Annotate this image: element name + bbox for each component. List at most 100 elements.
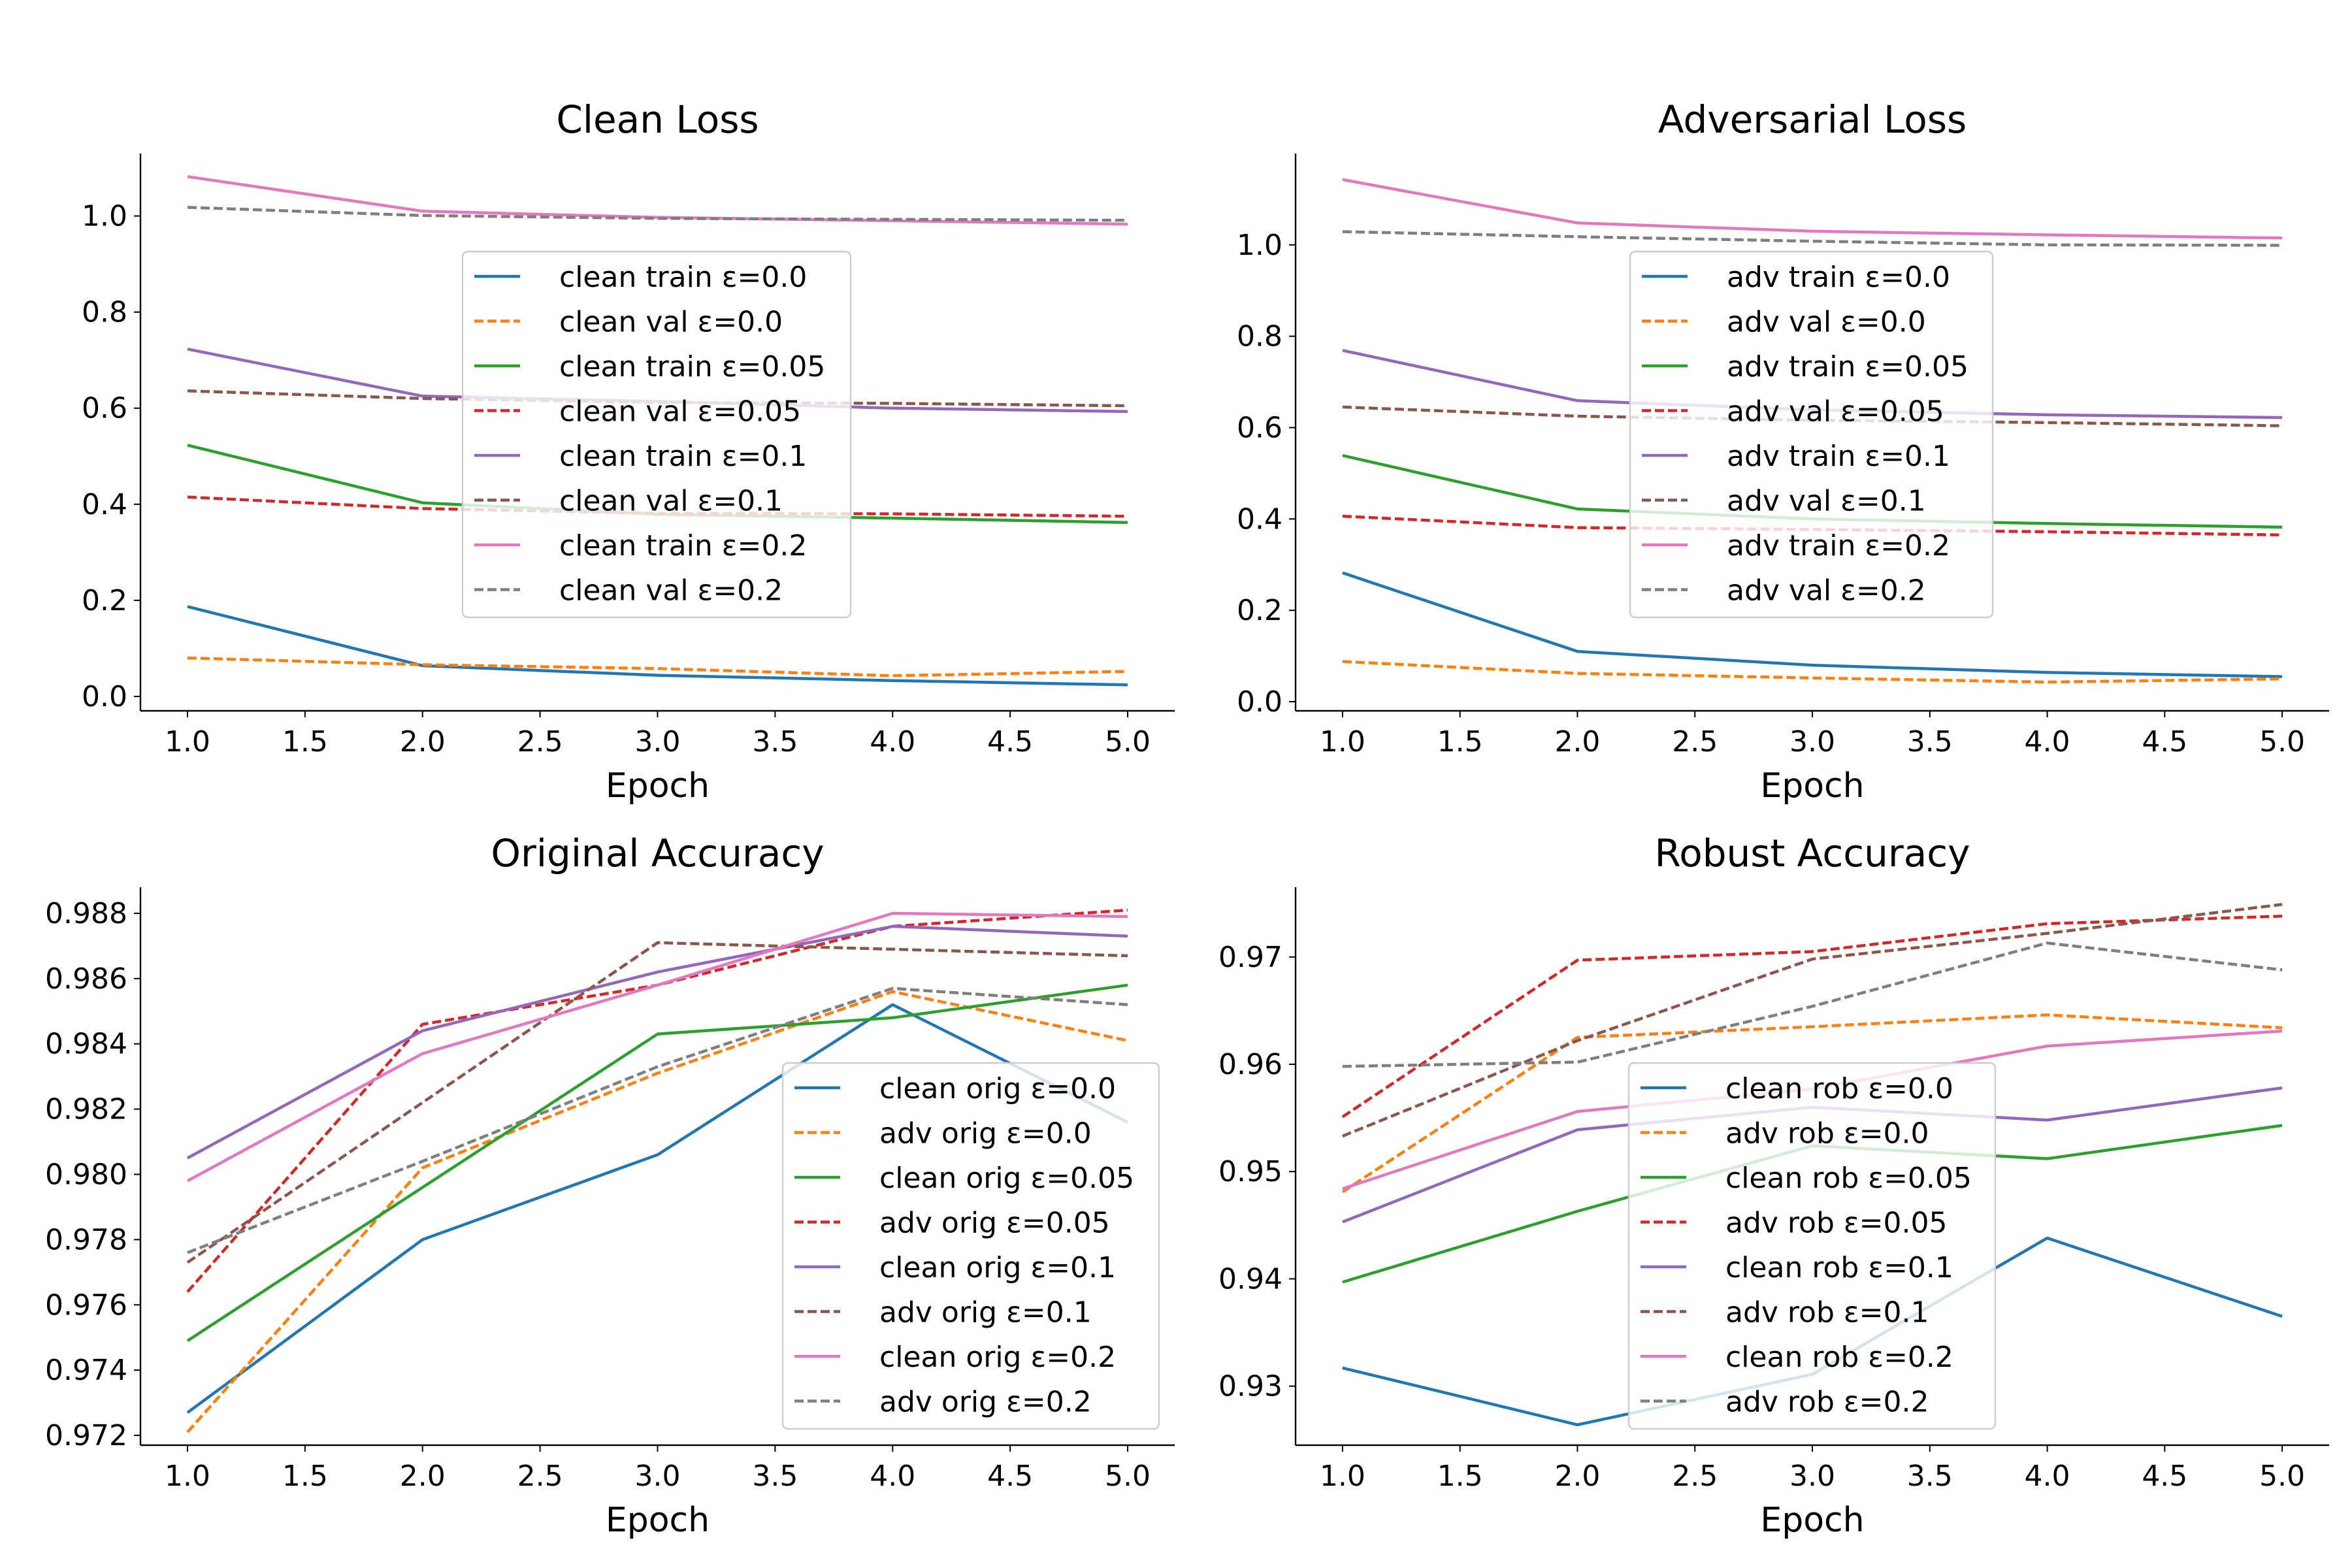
series-line-4 bbox=[1342, 514, 2283, 537]
y-tick-label: 0.4 bbox=[82, 488, 127, 521]
subplot-2: Adversarial Loss 1.0 1.5 2.0 2.5 3.0 3.5 4.0 4.5… bbox=[1237, 97, 2329, 806]
legend-entry: adv train ε=0.05 bbox=[1727, 350, 1968, 384]
y-tick-label: 0.95 bbox=[1218, 1155, 1282, 1188]
x-axis-label: Epoch bbox=[1760, 766, 1864, 806]
legend-entry: clean train ε=0.1 bbox=[559, 440, 807, 473]
series-line-7 bbox=[1342, 178, 2283, 240]
y-tick-label: 0.2 bbox=[82, 584, 127, 617]
x-tick-label: 1.5 bbox=[282, 725, 328, 759]
x-tick-label: 1.0 bbox=[165, 1460, 210, 1493]
legend-entry: adv rob ε=0.1 bbox=[1725, 1296, 1929, 1330]
series-line-1 bbox=[187, 605, 1128, 687]
series-line-5 bbox=[186, 924, 1128, 1160]
x-tick-label: 3.0 bbox=[635, 725, 681, 759]
legend-entry: adv val ε=0.0 bbox=[1727, 306, 1926, 339]
legend-entry: adv orig ε=0.05 bbox=[879, 1207, 1110, 1240]
legend: clean rob ε=0.0 adv rob ε=0.0 clean rob ε=… bbox=[1627, 1062, 1997, 1430]
legend-entry: adv rob ε=0.2 bbox=[1725, 1386, 1929, 1419]
x-tick-label: 5.0 bbox=[1105, 1460, 1151, 1493]
y-tick-label: 0.974 bbox=[45, 1354, 127, 1387]
subplot-title: Robust Accuracy bbox=[1655, 831, 1970, 875]
subplot-1: Clean Loss 1.0 1.5 2.0 2.5 3.0 3.5 4.0 4.5 5.0 0.0… bbox=[82, 97, 1175, 806]
x-tick-label: 1.5 bbox=[1437, 1460, 1483, 1493]
legend: clean train ε=0.0 clean val ε=0.0 clean tr… bbox=[461, 250, 852, 619]
legend-entry: clean val ε=0.1 bbox=[559, 485, 783, 518]
x-tick-label: 3.5 bbox=[752, 725, 798, 759]
x-tick-label: 4.5 bbox=[987, 725, 1033, 759]
series-line-4 bbox=[1341, 915, 2283, 1119]
x-tick-label: 4.0 bbox=[2025, 1460, 2070, 1493]
x-tick-label: 2.0 bbox=[400, 725, 446, 759]
legend-entry: adv rob ε=0.0 bbox=[1725, 1117, 1929, 1151]
y-tick-label: 0.980 bbox=[45, 1158, 127, 1191]
x-tick-label: 3.5 bbox=[752, 1460, 798, 1493]
series-line-2 bbox=[1341, 1013, 2283, 1194]
y-tick-label: 0.984 bbox=[45, 1028, 127, 1061]
x-axis-label: Epoch bbox=[606, 1501, 710, 1540]
subplot-title: Adversarial Loss bbox=[1658, 97, 1967, 142]
x-tick-label: 2.5 bbox=[1672, 1460, 1718, 1493]
series-line-6 bbox=[1342, 903, 2283, 1138]
x-tick-label: 1.5 bbox=[282, 1460, 328, 1493]
x-axis-label: Epoch bbox=[606, 766, 710, 806]
legend-entry: clean rob ε=0.05 bbox=[1725, 1162, 1972, 1195]
series-line-8 bbox=[1342, 941, 2283, 1068]
y-tick-label: 1.0 bbox=[82, 200, 127, 233]
y-tick-label: 0.6 bbox=[1237, 412, 1282, 445]
x-tick-label: 4.5 bbox=[2142, 725, 2187, 759]
series-line-2 bbox=[1342, 660, 2283, 684]
legend-entry: clean rob ε=0.1 bbox=[1725, 1251, 1953, 1284]
legend-entry: adv val ε=0.05 bbox=[1727, 395, 1944, 429]
y-tick-label: 0.0 bbox=[1237, 685, 1282, 719]
legend-entry: adv rob ε=0.05 bbox=[1725, 1207, 1948, 1240]
x-tick-label: 2.5 bbox=[1672, 725, 1718, 759]
y-tick-label: 0.4 bbox=[1237, 502, 1282, 536]
subplot-title: Original Accuracy bbox=[491, 831, 824, 875]
legend-entry: clean orig ε=0.0 bbox=[879, 1072, 1116, 1105]
y-tick-label: 0.988 bbox=[45, 897, 127, 930]
y-tick-label: 0.97 bbox=[1218, 941, 1282, 974]
x-tick-label: 2.0 bbox=[400, 1460, 446, 1493]
legend-frame bbox=[461, 250, 852, 619]
x-axis-label: Epoch bbox=[1760, 1501, 1864, 1540]
legend-entry: adv orig ε=0.1 bbox=[879, 1296, 1092, 1330]
x-tick-label: 1.5 bbox=[1437, 725, 1483, 759]
y-tick-label: 0.94 bbox=[1218, 1262, 1282, 1296]
legend-entry: clean train ε=0.05 bbox=[559, 350, 825, 384]
legend-entry: clean val ε=0.05 bbox=[559, 395, 801, 429]
y-tick-label: 0.8 bbox=[82, 296, 127, 329]
series-line-7 bbox=[186, 911, 1128, 1183]
legend-entry: adv train ε=0.1 bbox=[1727, 440, 1950, 473]
legend-entry: clean orig ε=0.2 bbox=[879, 1341, 1116, 1374]
legend-entry: clean val ε=0.2 bbox=[559, 574, 783, 608]
x-tick-label: 4.5 bbox=[987, 1460, 1033, 1493]
series-line-6 bbox=[186, 941, 1128, 1264]
y-tick-label: 0.982 bbox=[45, 1093, 127, 1126]
legend-entry: clean rob ε=0.2 bbox=[1725, 1341, 1953, 1374]
series-line-2 bbox=[187, 656, 1128, 678]
legend-entry: adv train ε=0.2 bbox=[1727, 529, 1950, 563]
y-tick-label: 0.2 bbox=[1237, 594, 1282, 627]
y-tick-label: 0.96 bbox=[1218, 1048, 1282, 1081]
legend: clean orig ε=0.0 adv orig ε=0.0 clean orig… bbox=[781, 1062, 1160, 1430]
x-tick-label: 3.5 bbox=[1907, 1460, 1953, 1493]
legend-entry: adv train ε=0.0 bbox=[1727, 261, 1950, 294]
series-line-3 bbox=[186, 983, 1128, 1343]
series-line-1 bbox=[186, 1003, 1129, 1414]
legend-entry: clean val ε=0.0 bbox=[559, 306, 783, 339]
legend-frame bbox=[781, 1062, 1160, 1430]
x-tick-label: 5.0 bbox=[2259, 725, 2305, 759]
x-tick-label: 1.0 bbox=[165, 725, 210, 759]
series-line-7 bbox=[187, 175, 1128, 226]
legend-entry: adv val ε=0.1 bbox=[1727, 485, 1926, 518]
x-tick-label: 3.0 bbox=[635, 1460, 681, 1493]
x-tick-label: 4.0 bbox=[2025, 725, 2070, 759]
legend-entry: adv orig ε=0.2 bbox=[879, 1386, 1092, 1419]
series-line-8 bbox=[187, 987, 1128, 1254]
legend-entry: clean train ε=0.0 bbox=[559, 261, 807, 294]
legend-entry: adv orig ε=0.0 bbox=[879, 1117, 1092, 1151]
y-tick-label: 0.0 bbox=[82, 680, 127, 713]
x-tick-label: 3.0 bbox=[1789, 725, 1835, 759]
series-line-8 bbox=[1342, 230, 2283, 247]
series-line-1 bbox=[1342, 571, 2283, 678]
